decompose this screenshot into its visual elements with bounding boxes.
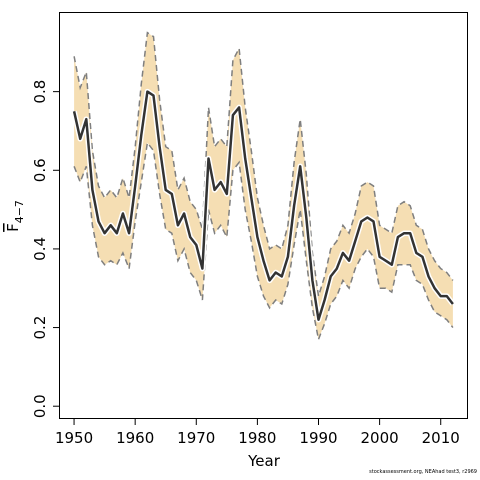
x-tick-label: 2010	[422, 429, 460, 447]
x-tick-label: 1950	[55, 429, 93, 447]
x-tick-label: 1960	[116, 429, 154, 447]
y-axis-title-main: F	[4, 223, 22, 232]
y-tick-label: 0.8	[31, 80, 49, 104]
x-tick-label: 2000	[361, 429, 399, 447]
y-tick-label: 0.4	[31, 237, 49, 261]
y-tick-label: 0.6	[31, 158, 49, 182]
confidence-band-layer	[74, 32, 453, 340]
svg-text:F4−7: F4−7	[4, 200, 26, 232]
series-layer	[71, 31, 456, 343]
y-tick-label: 0.0	[31, 394, 49, 418]
x-tick-label: 1990	[299, 429, 337, 447]
x-tick-label: 1980	[238, 429, 276, 447]
credit-note: stockassessment.org, NEAhad test3, r2969	[369, 469, 477, 475]
y-axis-title-subscript: 4−7	[13, 200, 26, 223]
y-axis: 0.0 0.2 0.4 0.6 0.8	[31, 80, 60, 418]
x-axis-title: Year	[247, 452, 281, 470]
estimate-line	[72, 90, 454, 321]
confidence-band	[74, 32, 453, 340]
x-axis: 1950 1960 1970 1980 1990 2000 2010	[55, 418, 460, 447]
y-axis-title: F4−7	[4, 200, 26, 232]
plot-frame	[59, 12, 468, 419]
lower-bound-line	[73, 140, 454, 343]
x-tick-label: 1970	[177, 429, 215, 447]
y-tick-label: 0.2	[31, 316, 49, 340]
upper-bound-line	[73, 31, 454, 297]
